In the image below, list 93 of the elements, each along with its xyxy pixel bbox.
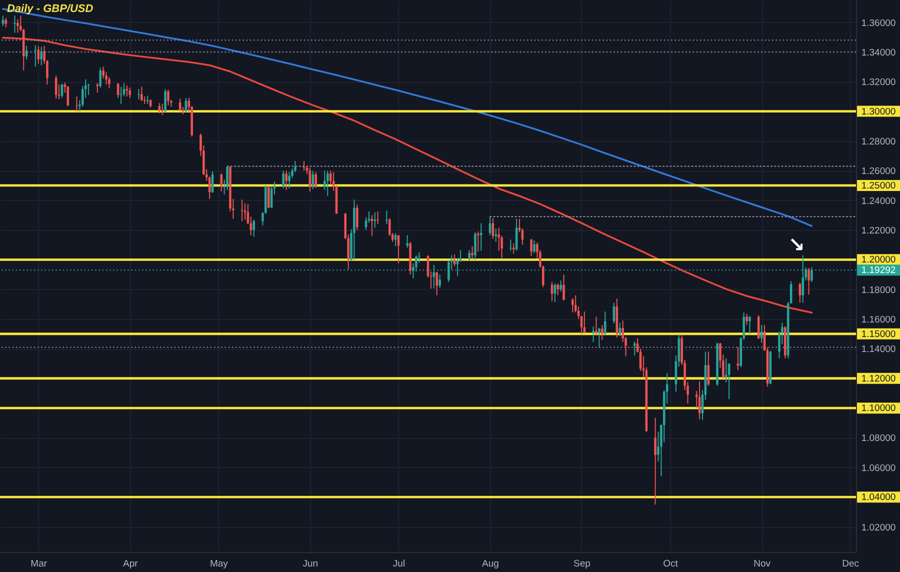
candlestick xyxy=(161,103,164,116)
candlestick xyxy=(158,102,161,114)
candlestick xyxy=(746,313,748,326)
candlestick xyxy=(128,87,132,98)
y-tick-label: 1.24000 xyxy=(861,196,896,207)
candlestick xyxy=(376,210,379,225)
candlestick xyxy=(748,316,751,334)
x-tick-label: Oct xyxy=(663,558,678,570)
y-tick-label: 1.22000 xyxy=(861,226,896,236)
candlestick xyxy=(562,274,565,301)
candlestick xyxy=(66,86,70,107)
candlestick xyxy=(480,222,482,252)
ref-line-label: 1.04000 xyxy=(861,492,896,504)
chart-title: Daily - GBP/USD xyxy=(7,3,94,15)
candlestick xyxy=(40,46,42,66)
candlestick xyxy=(560,280,562,292)
candlestick xyxy=(288,172,290,189)
candlestick xyxy=(474,232,476,260)
candlestick xyxy=(87,83,90,96)
candlestick xyxy=(604,311,606,336)
x-tick-label: Sep xyxy=(574,558,590,570)
candlestick xyxy=(312,170,314,190)
candlestick xyxy=(226,166,228,190)
candlestick xyxy=(436,272,438,296)
y-tick-label: 1.14000 xyxy=(861,344,896,356)
candlestick xyxy=(120,86,122,104)
x-tick-label: Mar xyxy=(30,558,48,570)
candlestick xyxy=(356,204,358,230)
y-tick-label: 1.08000 xyxy=(861,433,896,444)
candlestick xyxy=(592,326,594,343)
candlestick xyxy=(282,170,285,189)
candlestick xyxy=(571,298,574,313)
candlestick xyxy=(406,234,408,248)
candlestick xyxy=(556,282,560,296)
candlestick xyxy=(760,324,763,344)
x-tick-label: Apr xyxy=(122,558,138,570)
ref-line-label: 1.19292 xyxy=(861,265,896,276)
y-tick-label: 1.32000 xyxy=(861,77,896,88)
candlestick xyxy=(326,170,329,196)
ref-line-label: 1.30000 xyxy=(861,106,896,118)
y-tick-label: 1.18000 xyxy=(861,284,896,296)
candlestick xyxy=(494,228,498,242)
y-tick-label: 1.28000 xyxy=(861,136,896,148)
ref-line-label: 1.25000 xyxy=(861,180,896,192)
candlestick xyxy=(164,88,166,114)
candlestick xyxy=(267,186,270,208)
candlestick xyxy=(601,324,604,340)
ref-line-label: 1.10000 xyxy=(861,403,896,414)
candlestick xyxy=(633,340,636,356)
x-tick-label: Dec xyxy=(842,558,860,570)
candlestick xyxy=(374,212,376,228)
candlestick xyxy=(438,274,441,288)
candlestick xyxy=(798,282,802,304)
candlestick xyxy=(105,71,108,86)
candlestick xyxy=(314,172,317,188)
candlestick xyxy=(598,327,600,348)
candlestick xyxy=(471,246,474,260)
x-tick-label: Nov xyxy=(754,558,771,570)
x-tick-label: May xyxy=(210,558,228,570)
candlestick xyxy=(468,250,470,261)
candlestick xyxy=(808,267,810,296)
y-tick-label: 1.16000 xyxy=(861,314,896,326)
ref-line-label: 1.20000 xyxy=(861,254,896,266)
candlestick xyxy=(138,88,140,100)
candlestick xyxy=(477,230,480,252)
x-tick-label: Jul xyxy=(392,558,406,570)
candlestick xyxy=(37,46,40,64)
candlestick xyxy=(146,95,149,104)
candlestick xyxy=(252,219,255,238)
y-tick-label: 1.34000 xyxy=(861,47,896,58)
candlestick xyxy=(618,322,622,337)
candlestick xyxy=(99,67,102,88)
candlestick xyxy=(583,311,586,334)
y-tick-label: 1.02000 xyxy=(861,522,896,534)
y-tick-label: 1.26000 xyxy=(861,166,896,178)
annotation: ↘ xyxy=(788,232,805,256)
ref-line-label: 1.12000 xyxy=(861,373,896,384)
candlestick xyxy=(533,240,536,254)
candlestick xyxy=(285,170,288,190)
y-tick-label: 1.36000 xyxy=(861,18,896,29)
candlestick xyxy=(220,173,223,192)
candlestick xyxy=(140,86,143,102)
y-tick-label: 1.06000 xyxy=(861,462,896,474)
x-tick-label: Jun xyxy=(302,558,318,570)
x-tick-label: Aug xyxy=(482,558,499,570)
candlestick xyxy=(167,89,170,106)
candlestick xyxy=(736,346,740,371)
candlestick xyxy=(654,417,656,506)
candlestick xyxy=(512,242,515,254)
candlestick xyxy=(595,316,598,336)
ref-line-label: 1.15000 xyxy=(861,328,896,340)
candlestick xyxy=(530,238,532,256)
candlestick xyxy=(386,210,388,225)
